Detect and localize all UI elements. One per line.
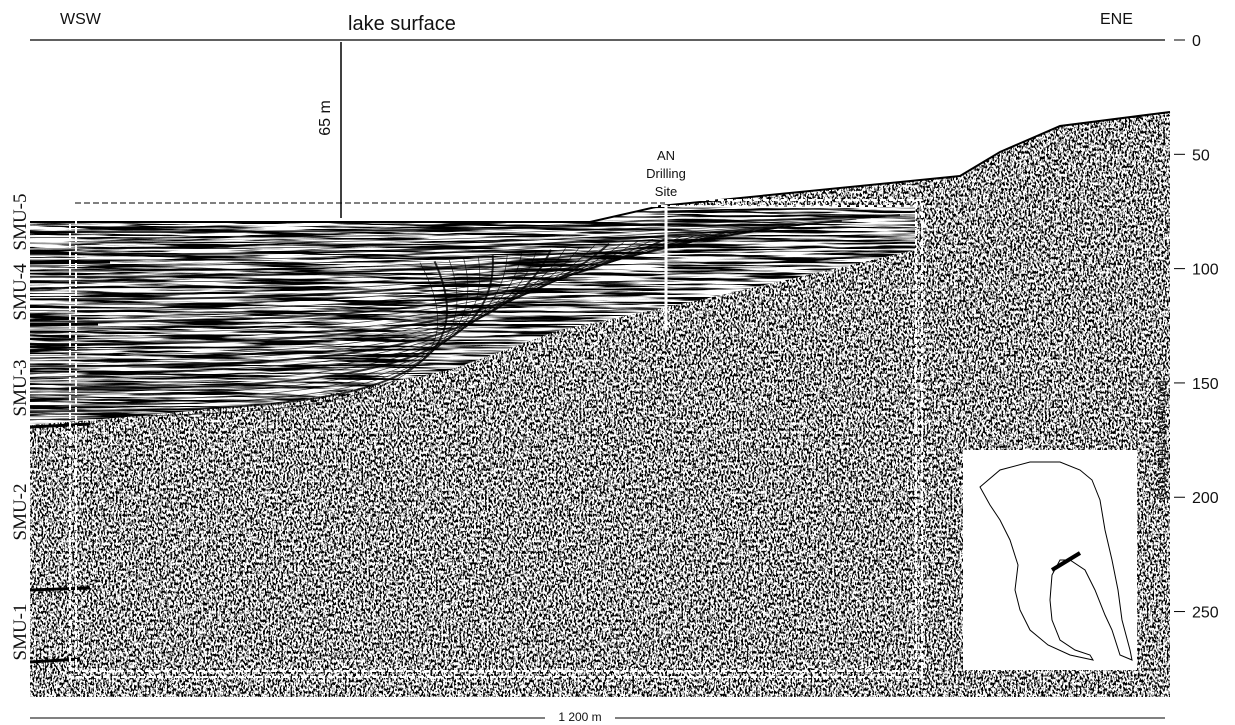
tick-label: 250 <box>1192 605 1219 622</box>
site-label: Site <box>655 184 677 199</box>
tick-label: 50 <box>1192 147 1210 164</box>
tick-label: 150 <box>1192 376 1219 393</box>
scale-label: 1 200 m <box>558 710 601 724</box>
depth-label: 65 m <box>317 100 334 136</box>
tick-label: 200 <box>1192 490 1219 507</box>
site-label: Drilling <box>646 166 686 181</box>
axis-title: two ways time (ms) <box>1155 380 1171 500</box>
tick-label: 100 <box>1192 262 1219 279</box>
inset-map <box>963 450 1137 670</box>
west-label: WSW <box>60 11 102 28</box>
seismic-figure: WSW ENE lake surface 65 m AN Drilling Si… <box>0 0 1235 725</box>
unit-label: SMU-5 <box>10 193 31 250</box>
unit-label: SMU-3 <box>10 359 31 416</box>
lake-surface-label: lake surface <box>348 13 456 35</box>
reflector <box>30 324 98 325</box>
unit-label: SMU-4 <box>10 263 31 321</box>
unit-label: SMU-2 <box>10 483 31 540</box>
unit-label: SMU-1 <box>10 603 31 660</box>
east-label: ENE <box>1100 11 1133 28</box>
tick-label: 0 <box>1192 33 1201 50</box>
reflector <box>30 588 90 590</box>
site-label: AN <box>657 148 675 163</box>
